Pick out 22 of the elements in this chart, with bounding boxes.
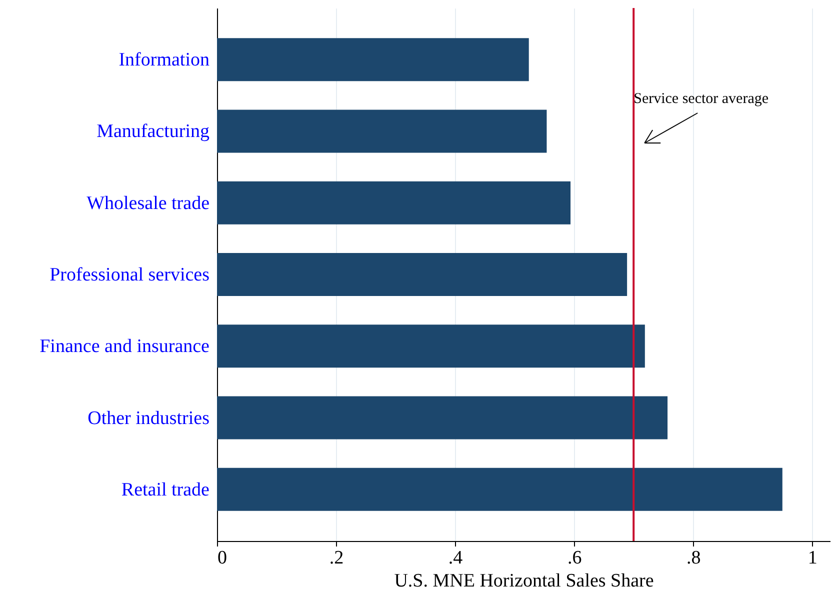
x-tick-label: 0 xyxy=(218,548,227,568)
bar xyxy=(217,110,547,153)
bar xyxy=(217,38,529,82)
y-tick-label: Information xyxy=(118,50,210,71)
y-tick-label: Other industries xyxy=(88,408,210,429)
bar xyxy=(217,468,782,511)
x-tick-label: .8 xyxy=(686,548,701,568)
bar xyxy=(217,181,571,224)
x-tick-label: 1 xyxy=(808,548,818,568)
ref-line-label: Service sector average xyxy=(634,91,769,107)
y-tick-label: Manufacturing xyxy=(96,121,210,142)
y-tick-label: Finance and insurance xyxy=(40,336,210,358)
bar xyxy=(217,324,645,368)
x-tick-label: .4 xyxy=(448,548,464,568)
y-tick-label: Professional services xyxy=(50,264,210,286)
x-axis-title: U.S. MNE Horizontal Sales Share xyxy=(394,570,654,592)
y-tick-label: Wholesale trade xyxy=(86,192,210,214)
y-tick-label: Retail trade xyxy=(121,479,210,500)
x-tick-label: .2 xyxy=(329,548,344,568)
x-tick-label: .6 xyxy=(567,548,582,568)
bar xyxy=(217,396,668,440)
bar xyxy=(217,253,628,296)
